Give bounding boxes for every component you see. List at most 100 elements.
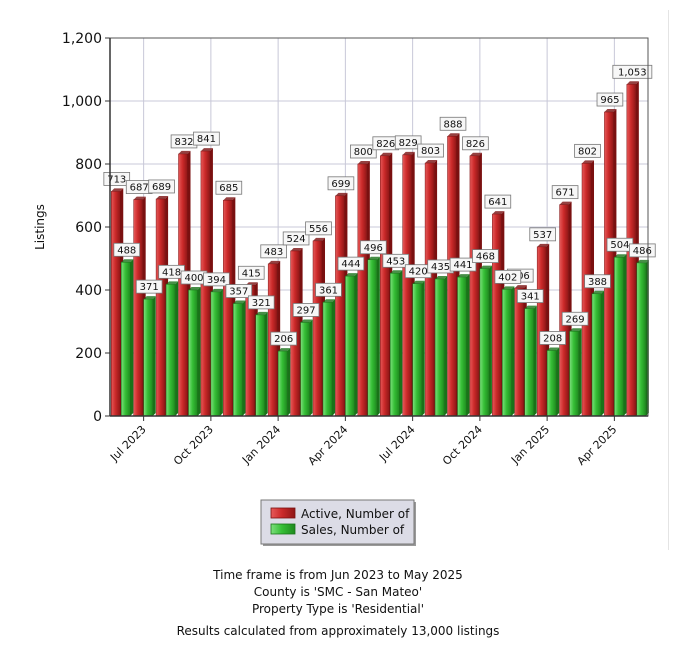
bar	[469, 155, 480, 417]
data-label-box	[215, 180, 243, 195]
chart-footer: Time frame is from Jun 2023 to May 2025 …	[0, 567, 676, 640]
bar-side	[623, 254, 627, 416]
data-label: 537	[533, 230, 552, 241]
bar	[178, 153, 188, 417]
bar-side	[242, 300, 246, 416]
data-label-box	[247, 295, 275, 310]
data-label-box	[260, 244, 287, 259]
bar-top	[380, 152, 393, 156]
bar	[255, 314, 266, 417]
bar	[581, 163, 592, 417]
bar-side	[287, 348, 291, 416]
data-label-box	[382, 253, 410, 268]
data-label: 832	[174, 137, 193, 148]
data-label: 321	[252, 298, 271, 309]
bar-top	[233, 300, 246, 304]
data-label: 496	[364, 243, 383, 254]
bar-side	[130, 259, 134, 416]
bar-top	[367, 256, 380, 260]
data-label: 444	[341, 259, 360, 270]
data-label: 361	[319, 285, 338, 296]
bar-top	[425, 160, 438, 164]
bar-top	[524, 305, 537, 309]
bar-side	[152, 296, 156, 416]
data-label: 685	[219, 183, 238, 194]
bar-side	[601, 290, 605, 416]
y-tick-label: 400	[75, 283, 102, 299]
data-label-box	[561, 311, 589, 326]
bar-top	[268, 260, 281, 264]
bar	[412, 283, 422, 417]
data-label-box	[350, 144, 377, 159]
bar-side	[533, 305, 537, 416]
data-label: 826	[376, 139, 395, 150]
data-label-box	[539, 331, 566, 345]
county-text: County is 'SMC - San Mateo'	[253, 585, 423, 599]
data-label: 486	[633, 246, 652, 257]
bar-side	[511, 286, 515, 416]
bar-top	[166, 281, 179, 285]
bar-top	[435, 275, 448, 279]
data-label-box	[629, 243, 656, 258]
bar-top	[200, 148, 213, 152]
data-label: 687	[130, 183, 149, 194]
bar-side	[556, 347, 560, 416]
data-label: 713	[107, 174, 126, 185]
bar	[546, 350, 557, 417]
bar-top	[223, 197, 236, 201]
bar-top	[447, 133, 460, 137]
bar	[380, 155, 390, 417]
bar	[210, 291, 221, 417]
data-label: 965	[600, 95, 619, 106]
y-axis-title: Listings	[33, 204, 47, 250]
bar	[165, 284, 176, 417]
data-label: 394	[207, 275, 226, 286]
bar-side	[332, 299, 336, 416]
bar-top	[290, 247, 303, 251]
bar-top	[492, 211, 505, 215]
bar-top	[345, 273, 358, 277]
y-tick-label: 0	[93, 409, 102, 425]
data-label-box	[237, 265, 265, 280]
bar	[143, 298, 153, 417]
results-text: Results calculated from approximately 13…	[176, 624, 500, 638]
bar	[569, 331, 579, 417]
data-label-box	[327, 176, 355, 191]
bar-top	[111, 188, 124, 192]
bar-top	[636, 259, 649, 263]
bar	[524, 308, 535, 417]
bar-top	[335, 192, 348, 196]
timeframe-text: Time frame is from Jun 2023 to May 2025	[213, 568, 463, 582]
data-label-box	[516, 289, 544, 303]
bar-side	[444, 275, 448, 416]
data-label: 641	[488, 197, 507, 208]
data-label: 269	[566, 314, 585, 325]
bar-top	[479, 265, 492, 269]
data-label: 524	[287, 234, 306, 245]
data-label: 488	[117, 245, 136, 256]
data-label: 802	[578, 146, 597, 157]
data-label-box	[135, 279, 163, 294]
data-label: 357	[229, 287, 248, 298]
bar-side	[578, 328, 582, 416]
data-label: 297	[297, 305, 316, 316]
data-label: 826	[466, 139, 485, 150]
data-label-box	[305, 221, 332, 236]
data-label-box	[193, 131, 220, 146]
data-label: 689	[152, 182, 171, 193]
bar-top	[323, 299, 336, 303]
bar-side	[354, 273, 358, 416]
bar-top	[255, 311, 268, 315]
data-label-box	[584, 274, 611, 289]
legend-label: Active, Number of	[301, 507, 410, 521]
bar	[155, 198, 166, 417]
data-label-box	[292, 303, 320, 317]
bar-side	[488, 265, 492, 416]
data-label-box	[270, 331, 297, 346]
legend-swatch	[270, 507, 296, 519]
data-label-box	[529, 227, 556, 242]
bar	[559, 204, 569, 417]
bar	[614, 256, 624, 417]
data-label: 829	[399, 138, 418, 149]
x-tick-label: Jan 2025	[508, 423, 552, 467]
